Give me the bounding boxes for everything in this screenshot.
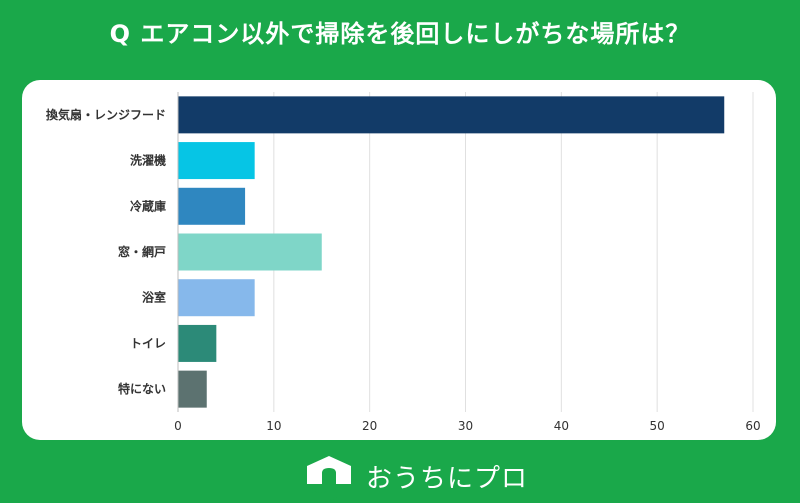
brand-name: おうちにプロ — [366, 464, 529, 494]
category-label: 換気扇・レンジフード — [46, 107, 166, 122]
x-tick-label: 0 — [174, 419, 182, 433]
category-label: 窓・網戸 — [118, 244, 166, 259]
category-label: 特にない — [118, 381, 166, 396]
page-title: Q エアコン以外で掃除を後回しにしがちな場所は？ — [109, 20, 691, 48]
x-tick-label: 40 — [554, 419, 569, 433]
bar — [178, 324, 217, 362]
bar — [178, 96, 725, 134]
x-tick-label: 50 — [650, 419, 665, 433]
bar — [178, 142, 255, 180]
category-label: 洗濯機 — [130, 153, 166, 168]
category-label: 浴室 — [142, 290, 166, 305]
bar-chart: 0 10 20 30 40 50 60 換気扇・レンジフード洗濯機冷蔵庫窓・網戸浴室トイレ特に… — [46, 92, 761, 433]
x-tick-label: 10 — [266, 419, 281, 433]
bar — [178, 279, 255, 317]
x-tick-label: 60 — [745, 419, 760, 433]
bar — [178, 370, 207, 408]
x-tick-label: 30 — [458, 419, 473, 433]
category-label: トイレ — [130, 336, 166, 350]
category-label: 冷蔵庫 — [130, 198, 166, 213]
bar — [178, 233, 322, 271]
house-icon — [307, 456, 351, 484]
chart-card: 0 10 20 30 40 50 60 換気扇・レンジフード洗濯機冷蔵庫窓・網戸浴室トイレ特に… — [22, 80, 776, 440]
bar — [178, 187, 246, 225]
logo-text: OUCHI ni PRO — [311, 487, 347, 503]
x-tick-label: 20 — [362, 419, 377, 433]
